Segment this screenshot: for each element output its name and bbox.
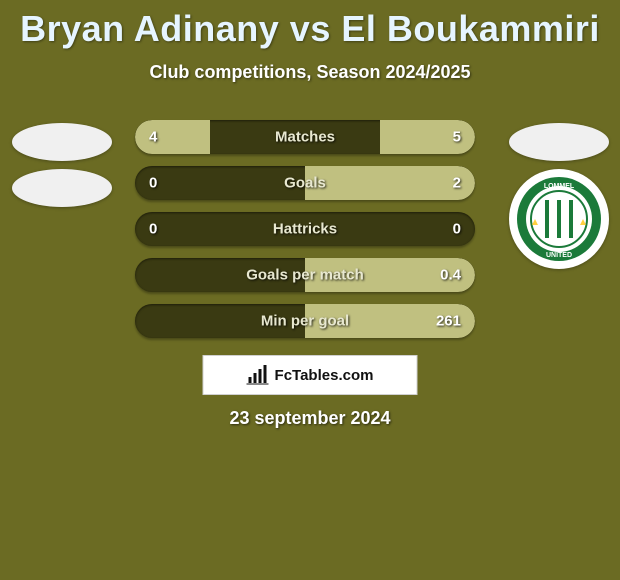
stat-label: Hattricks [273, 221, 337, 238]
stat-row: Goals per match 0.4 [135, 258, 475, 292]
left-badge-column [4, 115, 119, 215]
page-title: Bryan Adinany vs El Boukammiri [0, 0, 620, 50]
stat-right-value: 0.4 [440, 267, 461, 284]
subtitle: Club competitions, Season 2024/2025 [0, 62, 620, 83]
stat-label: Goals per match [246, 267, 364, 284]
stat-left-value: 4 [149, 129, 157, 146]
bar-chart-icon [247, 365, 269, 385]
stat-right-value: 5 [453, 129, 461, 146]
player-left-badge-placeholder-2 [12, 169, 112, 207]
stats-bars: 4 Matches 5 0 Goals 2 0 Hattricks 0 Goal… [135, 120, 475, 350]
stat-label: Min per goal [261, 313, 349, 330]
stat-label: Matches [275, 129, 335, 146]
brand-text: FcTables.com [275, 367, 374, 384]
right-badge-column: LOMMEL UNITED [501, 115, 616, 277]
svg-text:LOMMEL: LOMMEL [543, 183, 574, 190]
lommel-united-icon: LOMMEL UNITED [515, 175, 603, 263]
stat-label: Goals [284, 175, 326, 192]
stat-right-value: 0 [453, 221, 461, 238]
stat-right-value: 2 [453, 175, 461, 192]
stat-row: 0 Hattricks 0 [135, 212, 475, 246]
stat-row: 0 Goals 2 [135, 166, 475, 200]
stat-fill-left [135, 120, 210, 154]
stat-row: 4 Matches 5 [135, 120, 475, 154]
svg-text:UNITED: UNITED [545, 252, 571, 259]
club-badge: LOMMEL UNITED [509, 169, 609, 269]
stat-left-value: 0 [149, 221, 157, 238]
player-right-badge-placeholder [509, 123, 609, 161]
stat-left-value: 0 [149, 175, 157, 192]
stat-fill-right [305, 166, 475, 200]
stat-right-value: 261 [436, 313, 461, 330]
player-left-badge-placeholder-1 [12, 123, 112, 161]
date-label: 23 september 2024 [0, 408, 620, 429]
stat-row: Min per goal 261 [135, 304, 475, 338]
brand-box[interactable]: FcTables.com [203, 355, 418, 395]
